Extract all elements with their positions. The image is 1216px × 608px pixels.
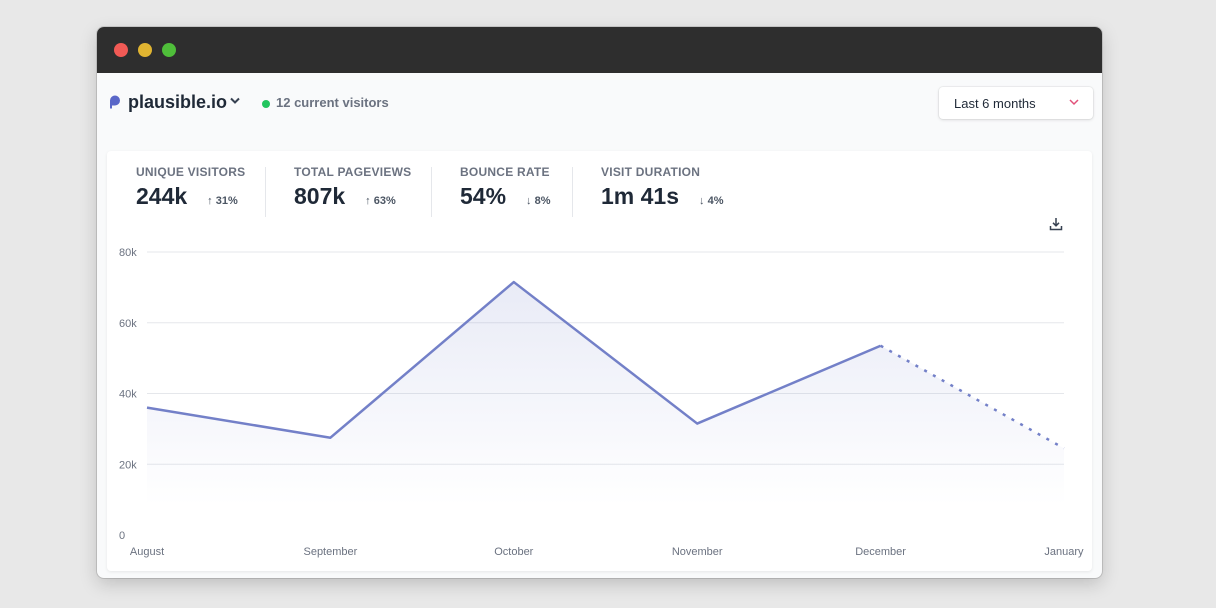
stat-change: ↓ 8%	[526, 195, 551, 207]
stat-change: ↑ 63%	[365, 195, 396, 207]
stat-label: UNIQUE VISITORS	[136, 165, 246, 179]
y-tick-label: 20k	[119, 459, 137, 471]
x-tick-label: January	[1044, 546, 1084, 558]
dashboard-header: plausible.io 12 current visitors Last 6 …	[97, 73, 1102, 133]
x-tick-label: September	[303, 546, 357, 558]
stat-unique-visitors[interactable]: UNIQUE VISITORS 244k ↑ 31%	[136, 165, 245, 210]
series-line	[146, 280, 882, 439]
data-point-january[interactable]	[1058, 442, 1070, 454]
period-dropdown-label: Last 6 months	[954, 96, 1036, 111]
close-window-button[interactable]	[114, 43, 128, 57]
stat-divider	[431, 167, 432, 217]
data-point-november[interactable]	[691, 418, 703, 430]
stat-label: BOUNCE RATE	[460, 165, 550, 179]
data-point-december[interactable]	[875, 340, 887, 352]
browser-window: plausible.io 12 current visitors Last 6 …	[97, 27, 1102, 578]
x-tick-label: November	[672, 546, 723, 558]
period-dropdown[interactable]: Last 6 months	[939, 87, 1093, 119]
window-titlebar	[97, 27, 1102, 73]
data-point-october[interactable]	[508, 276, 520, 288]
x-tick-label: October	[494, 546, 533, 558]
stat-value: 244k	[136, 183, 188, 209]
y-tick-label: 40k	[119, 389, 137, 401]
x-tick-label: December	[855, 546, 906, 558]
stat-value: 54%	[460, 183, 507, 209]
main-graph-card: UNIQUE VISITORS 244k ↑ 31% TOTAL PAGEVIE…	[107, 151, 1092, 571]
stat-bounce-rate[interactable]: BOUNCE RATE 54% ↓ 8%	[460, 165, 551, 210]
stat-label: VISIT DURATION	[601, 165, 701, 179]
stat-divider	[265, 167, 266, 217]
data-point-august[interactable]	[141, 402, 153, 414]
visitors-line-chart: 0 20k 40k 60k 80k August September October Novem…	[119, 247, 1084, 558]
stat-change: ↓ 4%	[699, 195, 724, 207]
live-indicator-icon	[262, 100, 270, 108]
chevron-down-icon[interactable]	[230, 97, 240, 105]
stat-value: 1m 41s	[601, 183, 680, 209]
data-point-september[interactable]	[324, 432, 336, 444]
stat-total-pageviews[interactable]: TOTAL PAGEVIEWS 807k ↑ 63%	[294, 165, 411, 210]
stat-value: 807k	[294, 183, 346, 209]
y-tick-label: 80k	[119, 247, 137, 259]
site-switcher[interactable]: plausible.io	[128, 92, 228, 112]
stat-label: TOTAL PAGEVIEWS	[294, 165, 412, 179]
chevron-down-icon	[1069, 99, 1079, 106]
x-tick-label: August	[130, 546, 164, 558]
download-icon[interactable]	[1049, 217, 1063, 231]
current-visitors-link[interactable]: 12 current visitors	[276, 95, 389, 110]
stat-change: ↑ 31%	[207, 195, 238, 207]
y-tick-label: 60k	[119, 318, 137, 330]
plausible-logo-icon	[110, 95, 120, 109]
minimize-window-button[interactable]	[138, 43, 152, 57]
series-area	[147, 282, 1064, 505]
maximize-window-button[interactable]	[162, 43, 176, 57]
stat-visit-duration[interactable]: VISIT DURATION 1m 41s ↓ 4%	[601, 165, 723, 210]
stat-divider	[572, 167, 573, 217]
y-tick-label: 0	[119, 530, 125, 542]
